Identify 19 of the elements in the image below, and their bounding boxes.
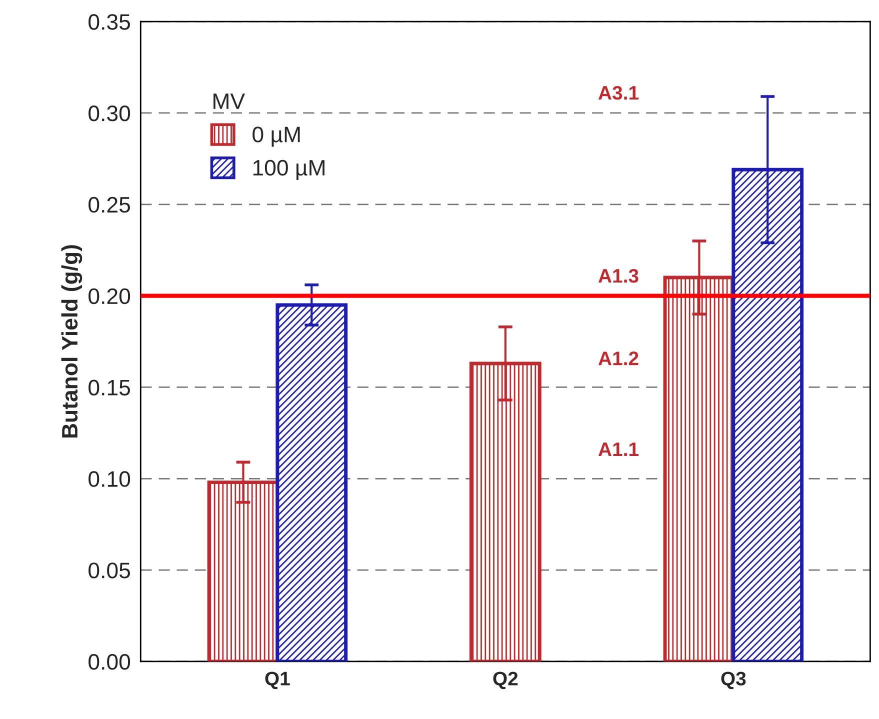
annotation: A1.2 — [598, 352, 638, 366]
y-tick-label: 0.20 — [88, 288, 130, 304]
legend-title: MV — [214, 94, 245, 109]
legend-label: 100 µM — [253, 160, 324, 180]
annotation: A1.3 — [598, 268, 638, 283]
x-tick-label: Q3 — [721, 672, 746, 690]
y-tick-label: 0.15 — [88, 380, 130, 396]
y-tick-label: 0.10 — [88, 471, 130, 487]
y-tick-label: 0.30 — [88, 106, 130, 122]
y-tick-label: 0.25 — [88, 196, 130, 213]
y-tick-label: 0.35 — [88, 14, 130, 30]
annotation: A1.1 — [598, 442, 639, 456]
x-tick-label: Q1 — [265, 672, 290, 690]
y-tick-label: 0.00 — [88, 654, 130, 670]
annotation: A3.1 — [598, 86, 639, 100]
x-tick-label: Q2 — [493, 672, 518, 690]
y-tick-label: 0.05 — [88, 562, 130, 578]
legend-label: 0 µM — [252, 126, 300, 147]
y-axis-title: Butanol Yield (g/g) — [61, 245, 82, 438]
